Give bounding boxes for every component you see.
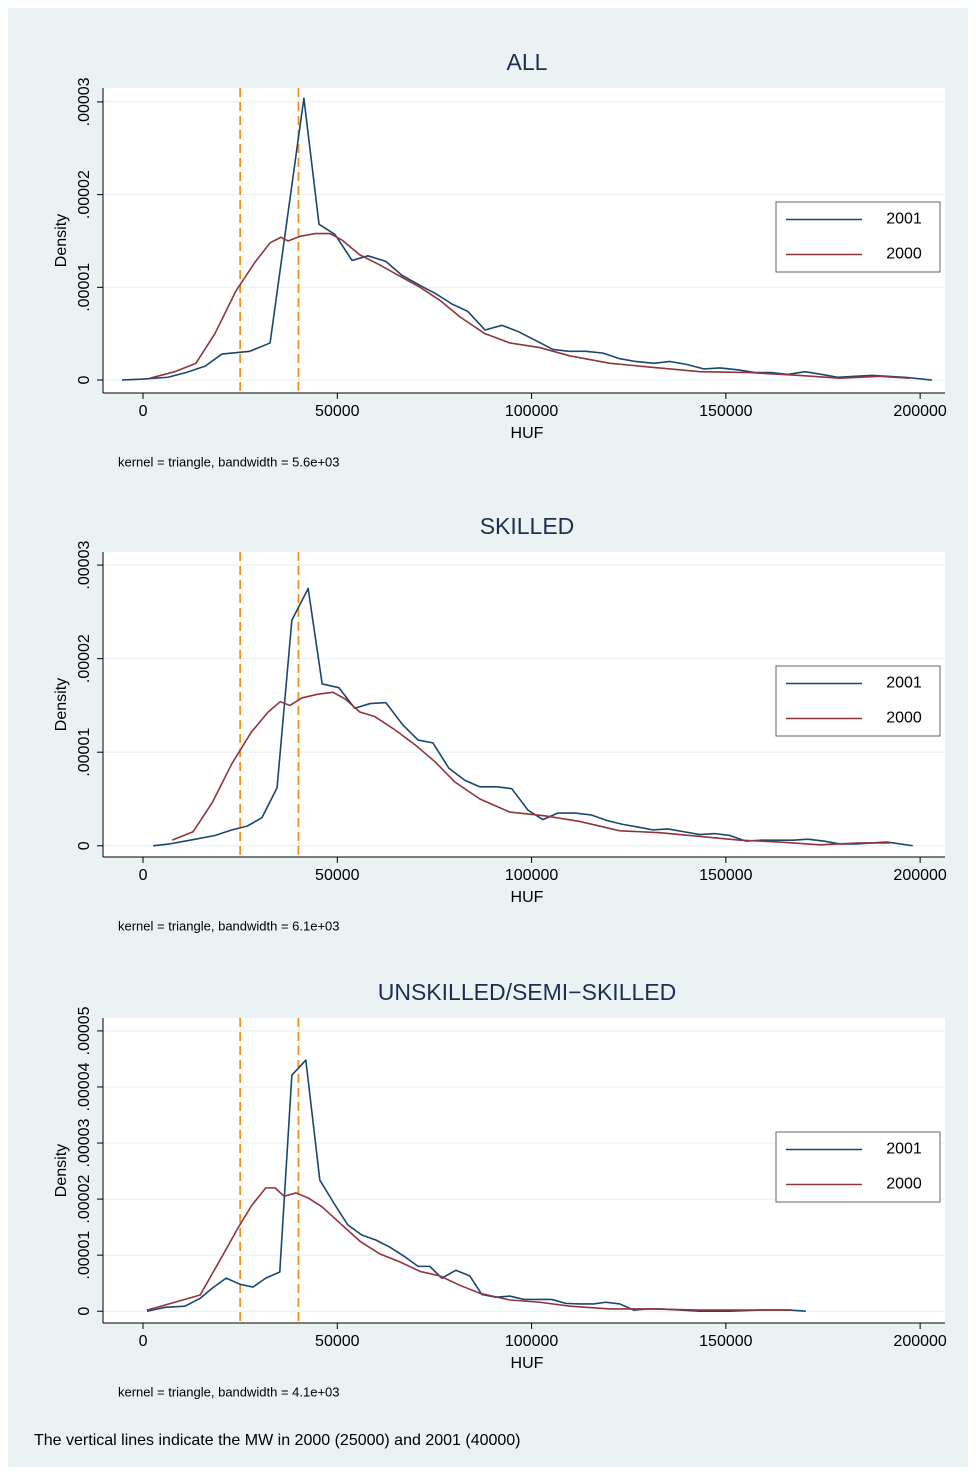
y-tick-label: .00002 xyxy=(76,170,93,219)
x-tick-label: 50000 xyxy=(315,867,360,884)
x-tick-label: 0 xyxy=(139,1333,148,1350)
y-axis-label: Density xyxy=(53,214,70,267)
x-tick-label: 150000 xyxy=(699,403,752,420)
y-tick-label: .00003 xyxy=(76,77,93,126)
legend-label: 2001 xyxy=(886,211,922,228)
y-tick-label: 0 xyxy=(76,841,93,850)
caption: The vertical lines indicate the MW in 20… xyxy=(34,1432,521,1449)
y-tick-label: .00001 xyxy=(76,263,93,312)
y-tick-label: 0 xyxy=(76,375,93,384)
note: kernel = triangle, bandwidth = 6.1e+03 xyxy=(118,918,340,933)
x-tick-label: 150000 xyxy=(699,1333,752,1350)
y-tick-label: .00003 xyxy=(76,1118,93,1167)
x-axis-label: HUF xyxy=(511,889,544,906)
x-tick-label: 200000 xyxy=(893,1333,946,1350)
y-tick-label: 0 xyxy=(76,1307,93,1316)
y-tick-label: .00002 xyxy=(76,634,93,683)
x-tick-label: 100000 xyxy=(505,1333,558,1350)
x-tick-label: 0 xyxy=(139,403,148,420)
y-axis-label: Density xyxy=(53,1144,70,1197)
y-axis-label: Density xyxy=(53,678,70,731)
series-line xyxy=(146,1187,791,1311)
legend-label: 2000 xyxy=(886,246,922,263)
note: kernel = triangle, bandwidth = 5.6e+03 xyxy=(118,454,340,469)
x-tick-label: 100000 xyxy=(505,403,558,420)
legend-label: 2001 xyxy=(886,1141,922,1158)
legend-label: 2000 xyxy=(886,1176,922,1193)
y-tick-label: .00003 xyxy=(76,541,93,590)
legend-label: 2001 xyxy=(886,675,922,692)
y-tick-label: .00005 xyxy=(76,1006,93,1055)
y-tick-label: .00004 xyxy=(76,1062,93,1111)
x-tick-label: 150000 xyxy=(699,867,752,884)
y-tick-label: .00002 xyxy=(76,1175,93,1224)
legend-box xyxy=(775,1131,941,1203)
y-tick-label: .00001 xyxy=(76,1231,93,1280)
legend-label: 2000 xyxy=(886,710,922,727)
x-tick-label: 200000 xyxy=(893,403,946,420)
note: kernel = triangle, bandwidth = 4.1e+03 xyxy=(118,1384,340,1399)
chart-title: ALL xyxy=(507,49,548,75)
x-tick-label: 0 xyxy=(139,867,148,884)
y-tick-label: .00001 xyxy=(76,728,93,777)
series-line xyxy=(171,691,890,846)
x-axis-label: HUF xyxy=(511,425,544,442)
x-tick-label: 200000 xyxy=(893,867,946,884)
x-tick-label: 50000 xyxy=(315,1333,360,1350)
x-axis-label: HUF xyxy=(511,1355,544,1372)
series-line xyxy=(149,232,910,379)
legend-box xyxy=(775,201,941,273)
x-tick-label: 100000 xyxy=(505,867,558,884)
chart-title: SKILLED xyxy=(480,513,575,539)
legend-box xyxy=(775,665,941,737)
series-line xyxy=(122,97,932,381)
chart-title: UNSKILLED/SEMI−SKILLED xyxy=(378,979,676,1005)
x-tick-label: 50000 xyxy=(315,403,360,420)
